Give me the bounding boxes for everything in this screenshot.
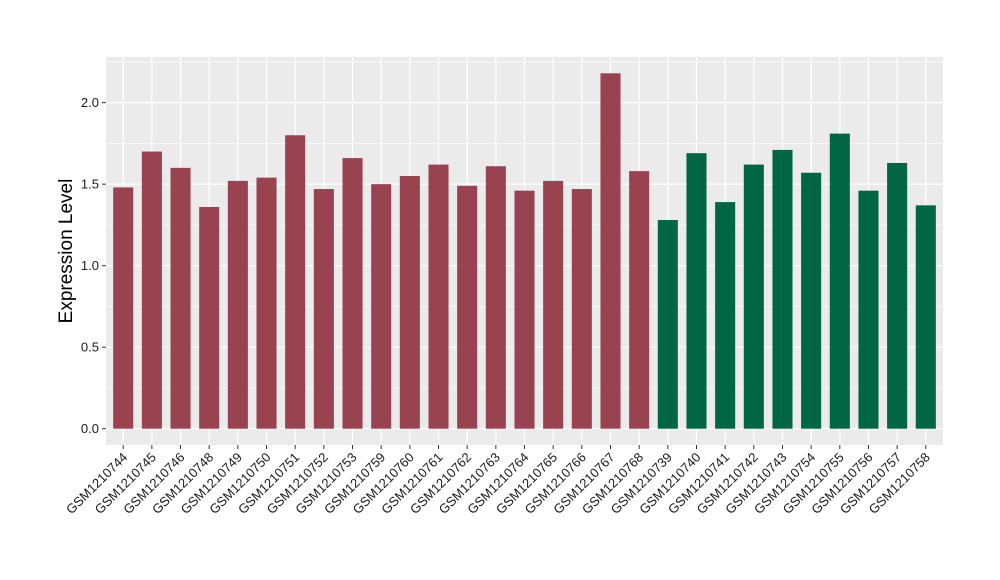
bar-GSM1210753 bbox=[342, 158, 363, 429]
bar-GSM1210759 bbox=[371, 184, 392, 429]
bar-GSM1210756 bbox=[858, 190, 879, 429]
bar-GSM1210768 bbox=[629, 171, 650, 429]
bar-GSM1210748 bbox=[199, 206, 220, 429]
bar-GSM1210743 bbox=[772, 149, 793, 429]
bar-GSM1210745 bbox=[141, 151, 162, 429]
bar-GSM1210741 bbox=[715, 202, 736, 429]
bar-GSM1210765 bbox=[543, 180, 564, 429]
bar-GSM1210752 bbox=[313, 189, 334, 429]
x-axis: GSM1210744GSM1210745GSM1210746GSM1210748… bbox=[63, 445, 933, 517]
y-axis: 0.0 0.5 1.0 1.5 2.0 bbox=[81, 95, 106, 436]
bar-GSM1210758 bbox=[915, 205, 936, 429]
bar-GSM1210739 bbox=[657, 220, 678, 429]
bar-GSM1210746 bbox=[170, 167, 191, 429]
bar-GSM1210755 bbox=[829, 133, 850, 429]
y-tick-label: 2.0 bbox=[81, 95, 99, 110]
bar-GSM1210767 bbox=[600, 73, 621, 429]
bar-GSM1210750 bbox=[256, 177, 277, 429]
bar-GSM1210740 bbox=[686, 153, 707, 429]
y-axis-title: Expression Level bbox=[56, 179, 77, 324]
bar-GSM1210749 bbox=[227, 180, 248, 429]
bar-GSM1210751 bbox=[285, 135, 306, 429]
bars bbox=[113, 73, 936, 429]
y-tick-label: 1.0 bbox=[81, 258, 99, 273]
bar-GSM1210762 bbox=[457, 185, 478, 429]
bar-GSM1210754 bbox=[801, 172, 822, 429]
y-tick-label: 0.5 bbox=[81, 340, 99, 355]
bar-GSM1210757 bbox=[887, 162, 908, 429]
bar-GSM1210760 bbox=[399, 176, 420, 429]
y-tick-label: 1.5 bbox=[81, 177, 99, 192]
bar-GSM1210761 bbox=[428, 164, 449, 429]
y-tick-label: 0.0 bbox=[81, 421, 99, 436]
bar-GSM1210763 bbox=[485, 166, 506, 429]
bar-GSM1210744 bbox=[113, 187, 134, 429]
bar-GSM1210764 bbox=[514, 190, 535, 429]
bar-GSM1210766 bbox=[571, 189, 592, 429]
bar-GSM1210742 bbox=[743, 164, 764, 429]
